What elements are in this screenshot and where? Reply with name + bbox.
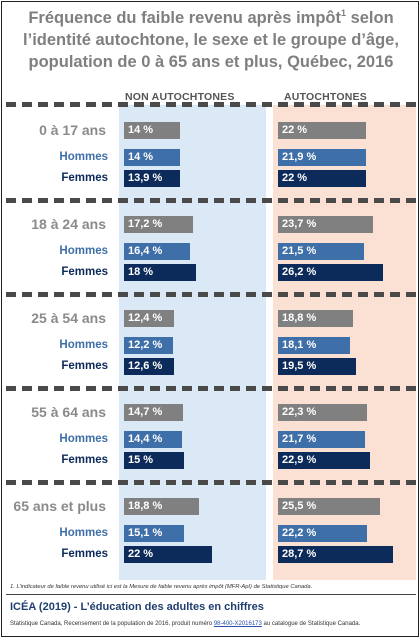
bar-value-label: 13,9 % — [128, 172, 163, 184]
divider — [6, 102, 416, 107]
bar-value-label: 15 % — [128, 454, 154, 466]
bar-autochtones-hommes: 22,2 % — [278, 525, 367, 542]
footer-rule — [6, 594, 416, 595]
bar-value-label: 22 % — [282, 172, 308, 184]
bar-value-label: 14 % — [128, 151, 154, 163]
bar-value-label: 26,2 % — [282, 266, 317, 278]
row-label-femmes: Femmes — [61, 172, 108, 184]
bar-value-label: 22,2 % — [282, 527, 317, 539]
bar-autochtones-femmes: 22,9 % — [278, 452, 370, 469]
row-label-femmes: Femmes — [61, 360, 108, 372]
row-label-hommes: Hommes — [59, 527, 108, 539]
group-label: 18 à 24 ans — [31, 216, 106, 232]
chart-title: Fréquence du faible revenu après impôt1 … — [2, 7, 420, 73]
bar-non-autochtones-hommes: 15,1 % — [124, 525, 184, 542]
bar-value-label: 22 % — [282, 124, 308, 136]
title-line-1: Fréquence du faible revenu après impôt — [28, 9, 341, 27]
organization-credit: ICÉA (2019) - L’éducation des adultes en… — [10, 601, 264, 613]
bar-non-autochtones-femmes: 22 % — [124, 546, 212, 563]
bar-value-label: 14 % — [128, 124, 154, 136]
source-text: Statistique Canada, Recensement de la po… — [10, 621, 214, 627]
group-label: 55 à 64 ans — [31, 404, 106, 420]
bar-value-label: 18,8 % — [128, 500, 163, 512]
bar-value-label: 18 % — [128, 266, 154, 278]
bar-non-autochtones-femmes: 12,6 % — [124, 358, 174, 375]
footnote: 1. L’indicateur de faible revenu utilisé… — [10, 584, 313, 590]
row-label-hommes: Hommes — [59, 339, 108, 351]
group-divider — [6, 386, 416, 391]
row-label-femmes: Femmes — [61, 454, 108, 466]
bar-value-label: 21,5 % — [282, 245, 317, 257]
bar-value-label: 12,2 % — [128, 339, 163, 351]
row-label-femmes: Femmes — [61, 548, 108, 560]
bar-value-label: 25,5 % — [282, 500, 317, 512]
title-line-2: l’identité autochtone, le sexe et le gro… — [23, 31, 399, 49]
row-label-hommes: Hommes — [59, 245, 108, 257]
bar-non-autochtones-total: 17,2 % — [124, 216, 193, 233]
row-label-femmes: Femmes — [61, 266, 108, 278]
bar-value-label: 12,6 % — [128, 360, 163, 372]
column-header-autochtones: AUTOCHTONES — [284, 91, 367, 103]
bar-non-autochtones-femmes: 13,9 % — [124, 170, 180, 187]
bar-non-autochtones-hommes: 12,2 % — [124, 337, 173, 354]
group-label: 0 à 17 ans — [39, 122, 106, 138]
bar-autochtones-hommes: 21,7 % — [278, 431, 365, 448]
bar-autochtones-total: 25,5 % — [278, 498, 380, 515]
bar-value-label: 21,7 % — [282, 433, 317, 445]
bar-autochtones-total: 22,3 % — [278, 404, 367, 421]
bar-value-label: 14,7 % — [128, 406, 163, 418]
bar-value-label: 22,9 % — [282, 454, 317, 466]
bar-value-label: 21,9 % — [282, 151, 317, 163]
bar-autochtones-hommes: 18,1 % — [278, 337, 350, 354]
group-divider — [6, 480, 416, 485]
group-divider — [6, 292, 416, 297]
bar-non-autochtones-hommes: 14 % — [124, 149, 180, 166]
bar-non-autochtones-femmes: 15 % — [124, 452, 184, 469]
bar-autochtones-femmes: 28,7 % — [278, 546, 393, 563]
bar-non-autochtones-total: 12,4 % — [124, 310, 174, 327]
bar-autochtones-hommes: 21,9 % — [278, 149, 366, 166]
group-divider — [6, 198, 416, 203]
bar-autochtones-femmes: 19,5 % — [278, 358, 356, 375]
title-line-1-end: selon — [346, 9, 394, 27]
bar-value-label: 22,3 % — [282, 406, 317, 418]
bar-value-label: 16,4 % — [128, 245, 163, 257]
bar-non-autochtones-total: 14,7 % — [124, 404, 183, 421]
bar-autochtones-femmes: 26,2 % — [278, 264, 383, 281]
bar-value-label: 12,4 % — [128, 312, 163, 324]
bar-non-autochtones-femmes: 18 % — [124, 264, 196, 281]
bar-non-autochtones-hommes: 16,4 % — [124, 243, 190, 260]
source-note: Statistique Canada, Recensement de la po… — [10, 621, 360, 627]
bar-value-label: 28,7 % — [282, 548, 317, 560]
title-line-3: population de 0 à 65 ans et plus, Québec… — [28, 53, 394, 71]
bar-value-label: 15,1 % — [128, 527, 163, 539]
bar-non-autochtones-total: 14 % — [124, 122, 180, 139]
source-link[interactable]: 98-400-X2016173 — [213, 621, 262, 627]
bar-value-label: 14,4 % — [128, 433, 163, 445]
bar-value-label: 18,8 % — [282, 312, 317, 324]
group-label: 65 ans et plus — [13, 498, 106, 514]
source-text-end: au catalogue de Statistique Canada. — [261, 621, 361, 627]
row-label-hommes: Hommes — [59, 433, 108, 445]
bar-autochtones-total: 22 % — [278, 122, 366, 139]
bar-value-label: 22 % — [128, 548, 154, 560]
bar-value-label: 18,1 % — [282, 339, 317, 351]
title-footnote-ref: 1 — [340, 8, 346, 18]
group-label: 25 à 54 ans — [31, 310, 106, 326]
row-label-hommes: Hommes — [59, 151, 108, 163]
bar-value-label: 23,7 % — [282, 218, 317, 230]
bar-autochtones-hommes: 21,5 % — [278, 243, 364, 260]
bar-value-label: 19,5 % — [282, 360, 317, 372]
bar-autochtones-total: 23,7 % — [278, 216, 373, 233]
bar-autochtones-total: 18,8 % — [278, 310, 353, 327]
bar-non-autochtones-total: 18,8 % — [124, 498, 199, 515]
bar-autochtones-femmes: 22 % — [278, 170, 366, 187]
bar-non-autochtones-hommes: 14,4 % — [124, 431, 182, 448]
column-header-non-autochtones: NON AUTOCHTONES — [125, 91, 235, 103]
bar-value-label: 17,2 % — [128, 218, 163, 230]
